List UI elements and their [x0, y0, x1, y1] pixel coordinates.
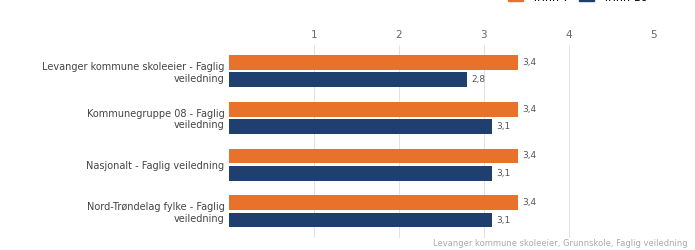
Bar — [229, 166, 492, 181]
Bar — [229, 72, 467, 87]
Text: 3,1: 3,1 — [496, 122, 511, 131]
Bar — [229, 148, 518, 163]
Bar — [229, 102, 518, 117]
Text: Levanger kommune skoleeier, Grunnskole, Faglig veiledning: Levanger kommune skoleeier, Grunnskole, … — [434, 238, 688, 248]
Bar — [229, 213, 492, 228]
Text: 3,4: 3,4 — [522, 152, 536, 160]
Bar — [229, 119, 492, 134]
Legend: Trinn 7, Trinn 10: Trinn 7, Trinn 10 — [507, 0, 648, 3]
Bar — [229, 196, 518, 210]
Bar — [229, 55, 518, 70]
Text: 3,4: 3,4 — [522, 58, 536, 67]
Text: 2,8: 2,8 — [471, 75, 485, 84]
Text: 3,1: 3,1 — [496, 216, 511, 224]
Text: 3,4: 3,4 — [522, 105, 536, 114]
Text: 3,1: 3,1 — [496, 169, 511, 178]
Text: 3,4: 3,4 — [522, 198, 536, 207]
